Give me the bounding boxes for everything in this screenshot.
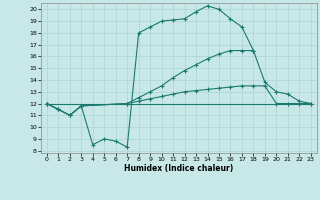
X-axis label: Humidex (Indice chaleur): Humidex (Indice chaleur) [124, 164, 234, 173]
